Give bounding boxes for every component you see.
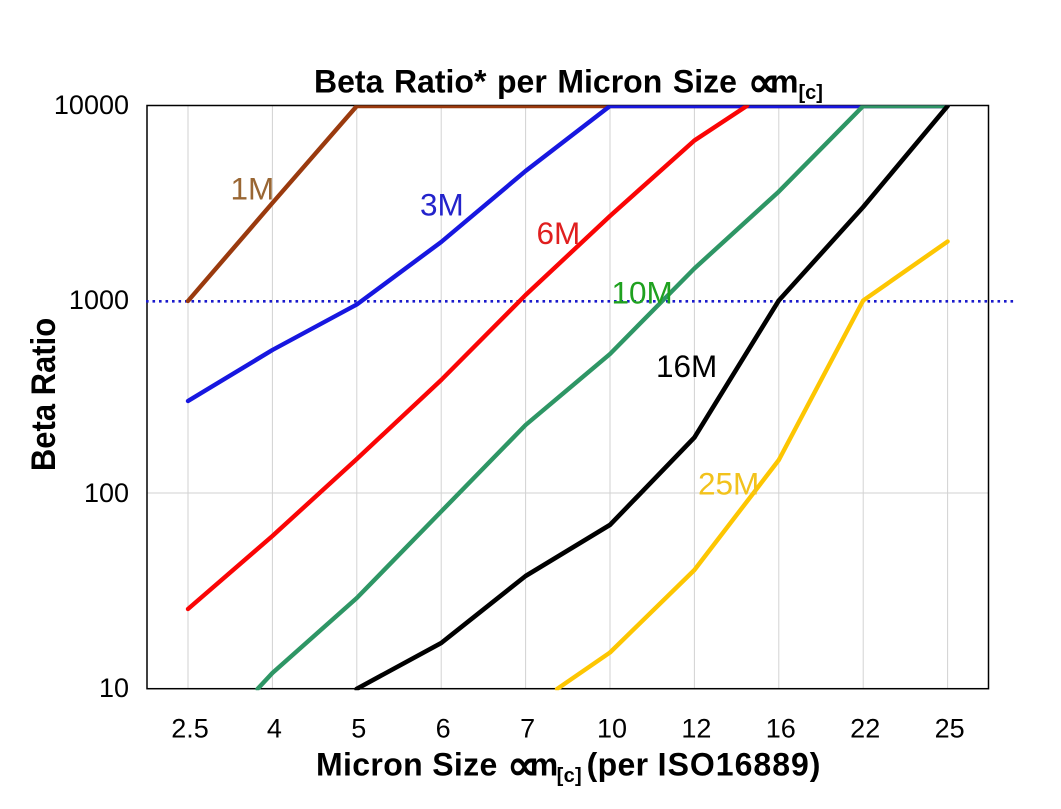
- svg-text:100: 100: [84, 478, 129, 508]
- svg-text:1000: 1000: [69, 285, 129, 315]
- svg-text:Beta Ratio* per Micron Size ∝m: Beta Ratio* per Micron Size ∝m[c]: [314, 59, 823, 106]
- svg-text:10: 10: [99, 673, 129, 703]
- svg-text:6M: 6M: [537, 215, 581, 251]
- svg-text:22: 22: [850, 714, 880, 744]
- svg-text:6: 6: [436, 714, 451, 744]
- svg-text:16M: 16M: [656, 348, 717, 384]
- svg-text:25: 25: [935, 714, 965, 744]
- svg-text:Beta Ratio: Beta Ratio: [25, 318, 63, 471]
- svg-text:1M: 1M: [231, 171, 275, 207]
- svg-text:10M: 10M: [612, 274, 673, 310]
- svg-text:10000: 10000: [54, 90, 129, 120]
- svg-text:16: 16: [766, 714, 796, 744]
- svg-text:3M: 3M: [420, 187, 464, 223]
- svg-text:2.5: 2.5: [171, 714, 209, 744]
- svg-text:25M: 25M: [698, 466, 759, 502]
- svg-text:10: 10: [597, 714, 627, 744]
- svg-text:12: 12: [681, 714, 711, 744]
- svg-text:5: 5: [351, 714, 366, 744]
- svg-text:4: 4: [267, 714, 282, 744]
- svg-text:Micron Size ∝m[c](per ISO16889: Micron Size ∝m[c] (per ISO16889): [316, 742, 821, 789]
- svg-text:7: 7: [520, 714, 535, 744]
